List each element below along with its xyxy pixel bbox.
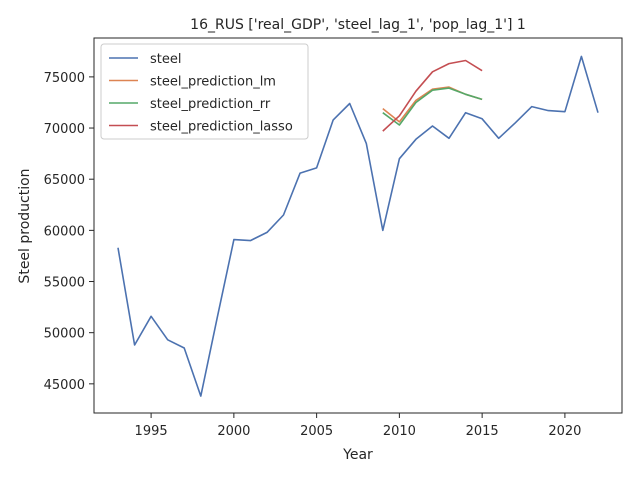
y-tick-label: 50000 xyxy=(44,327,85,342)
legend-label: steel_prediction_rr xyxy=(150,97,271,112)
y-tick-label: 60000 xyxy=(44,224,85,239)
y-tick-label: 55000 xyxy=(44,276,85,291)
series-line-steel-prediction-lasso xyxy=(382,59,483,132)
y-tick-label: 65000 xyxy=(44,173,85,188)
y-tick-label: 45000 xyxy=(44,378,85,393)
series-lines xyxy=(117,55,599,397)
x-tick-label: 1995 xyxy=(135,424,168,439)
x-tick-label: 2020 xyxy=(548,424,581,439)
chart-title: 16_RUS ['real_GDP', 'steel_lag_1', 'pop_… xyxy=(190,17,526,33)
series-line-steel-prediction-rr xyxy=(382,87,483,126)
legend-label: steel xyxy=(150,52,181,67)
series-line-steel xyxy=(117,55,599,397)
axis-ticks: 1995 2000 2005 2010 2015 2020 45000 50000 55000 6… xyxy=(44,71,582,439)
legend-label: steel_prediction_lm xyxy=(150,75,276,90)
x-tick-label: 2010 xyxy=(383,424,416,439)
y-axis-label: Steel production xyxy=(17,168,33,283)
x-axis-label: Year xyxy=(342,447,373,463)
plot-frame xyxy=(93,37,623,414)
y-tick-label: 75000 xyxy=(44,71,85,86)
legend-box xyxy=(100,43,309,140)
y-tick-label: 70000 xyxy=(44,122,85,137)
x-tick-label: 2005 xyxy=(300,424,333,439)
legend: steel steel_prediction_lm steel_prediction… xyxy=(100,43,309,140)
x-tick-label: 2000 xyxy=(217,424,250,439)
legend-label: steel_prediction_lasso xyxy=(150,120,293,135)
x-tick-label: 2015 xyxy=(466,424,499,439)
